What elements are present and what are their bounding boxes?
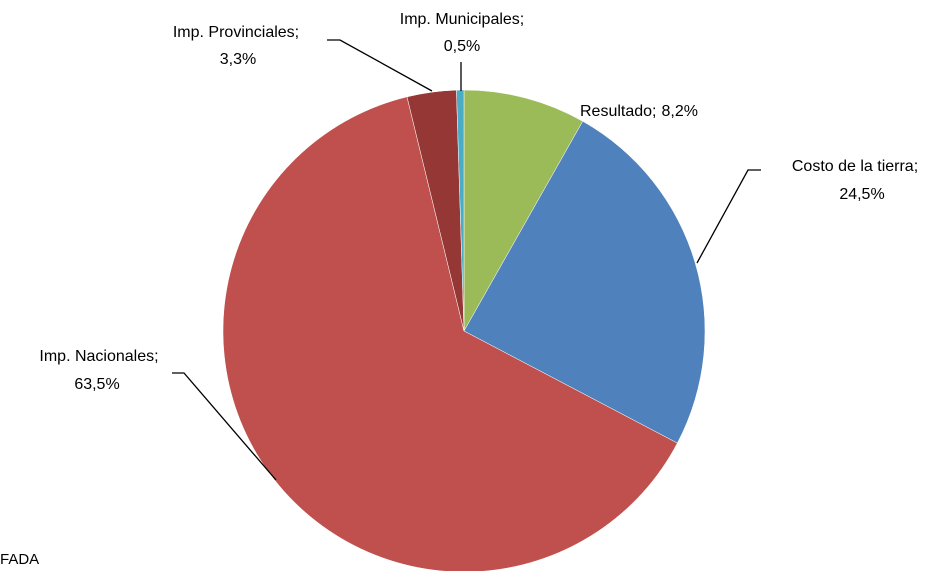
- value-label: 8,2%: [662, 103, 698, 120]
- leader-line: [327, 39, 433, 92]
- category-label: Imp. Provinciales;: [173, 24, 299, 41]
- value-label: 0,5%: [444, 38, 480, 55]
- category-label: Imp. Nacionales;: [39, 348, 158, 365]
- category-label: Resultado;: [580, 103, 657, 120]
- value-label: 3,3%: [220, 51, 256, 68]
- slice: [456, 89, 465, 332]
- value-label: 24,5%: [839, 186, 884, 203]
- slice: [222, 96, 678, 571]
- leader-line: [172, 372, 277, 481]
- category-label: Imp. Municipales;: [400, 11, 525, 28]
- slice-label: Resultado; 8,2%: [580, 103, 698, 120]
- value-label: 63,5%: [74, 376, 119, 393]
- category-label: Costo de la tierra;: [792, 158, 918, 175]
- leader-line: [696, 169, 761, 264]
- slice: [463, 89, 584, 332]
- source: FADA: [0, 551, 39, 568]
- pie: [222, 89, 706, 571]
